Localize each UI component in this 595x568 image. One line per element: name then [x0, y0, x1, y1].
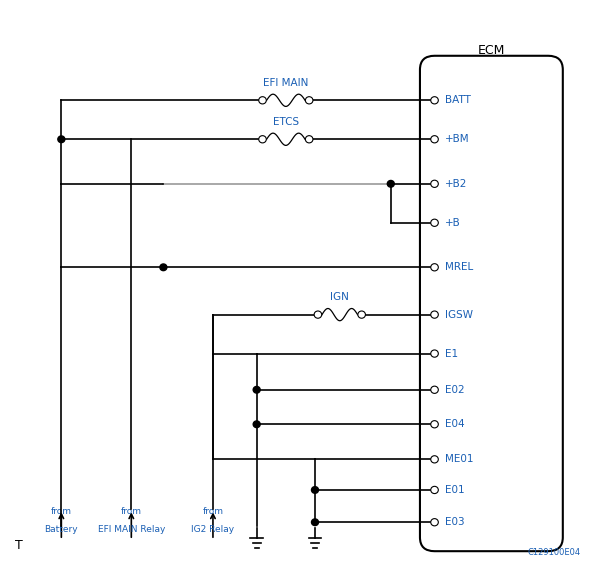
- Text: +B: +B: [445, 218, 461, 228]
- Text: BATT: BATT: [445, 95, 471, 105]
- Text: T: T: [15, 539, 23, 552]
- Text: IGN: IGN: [330, 293, 349, 302]
- Text: ETCS: ETCS: [273, 117, 299, 127]
- Text: E1: E1: [445, 349, 458, 358]
- Circle shape: [431, 519, 439, 526]
- Circle shape: [431, 264, 439, 271]
- Text: E04: E04: [445, 419, 465, 429]
- Circle shape: [387, 181, 394, 187]
- Circle shape: [431, 456, 439, 463]
- Text: from: from: [202, 507, 224, 516]
- Circle shape: [431, 136, 439, 143]
- Text: ECM: ECM: [478, 44, 505, 57]
- Text: Battery: Battery: [45, 525, 78, 534]
- Circle shape: [431, 386, 439, 394]
- Circle shape: [160, 264, 167, 270]
- Circle shape: [305, 97, 313, 104]
- Circle shape: [431, 311, 439, 318]
- Text: +B2: +B2: [445, 179, 468, 189]
- Circle shape: [259, 97, 267, 104]
- Text: E02: E02: [445, 385, 465, 395]
- Circle shape: [305, 136, 313, 143]
- Text: E03: E03: [445, 517, 465, 527]
- Text: EFI MAIN Relay: EFI MAIN Relay: [98, 525, 165, 534]
- Text: MREL: MREL: [445, 262, 473, 272]
- Circle shape: [358, 311, 365, 318]
- Circle shape: [253, 386, 260, 393]
- Circle shape: [431, 97, 439, 104]
- Text: E01: E01: [445, 485, 465, 495]
- Circle shape: [431, 350, 439, 357]
- Text: +BM: +BM: [445, 134, 469, 144]
- Text: from: from: [121, 507, 142, 516]
- Text: EFI MAIN: EFI MAIN: [263, 78, 309, 88]
- Text: ME01: ME01: [445, 454, 474, 465]
- Circle shape: [312, 487, 318, 493]
- Circle shape: [431, 219, 439, 227]
- Text: from: from: [51, 507, 72, 516]
- Circle shape: [253, 421, 260, 428]
- Circle shape: [431, 180, 439, 187]
- Circle shape: [314, 311, 322, 318]
- FancyBboxPatch shape: [420, 56, 563, 551]
- Circle shape: [431, 486, 439, 494]
- Circle shape: [312, 519, 318, 525]
- Circle shape: [259, 136, 267, 143]
- Text: IG2 Relay: IG2 Relay: [192, 525, 234, 534]
- Circle shape: [58, 136, 65, 143]
- Circle shape: [431, 421, 439, 428]
- Text: C129100E04: C129100E04: [527, 548, 580, 557]
- Text: IGSW: IGSW: [445, 310, 473, 320]
